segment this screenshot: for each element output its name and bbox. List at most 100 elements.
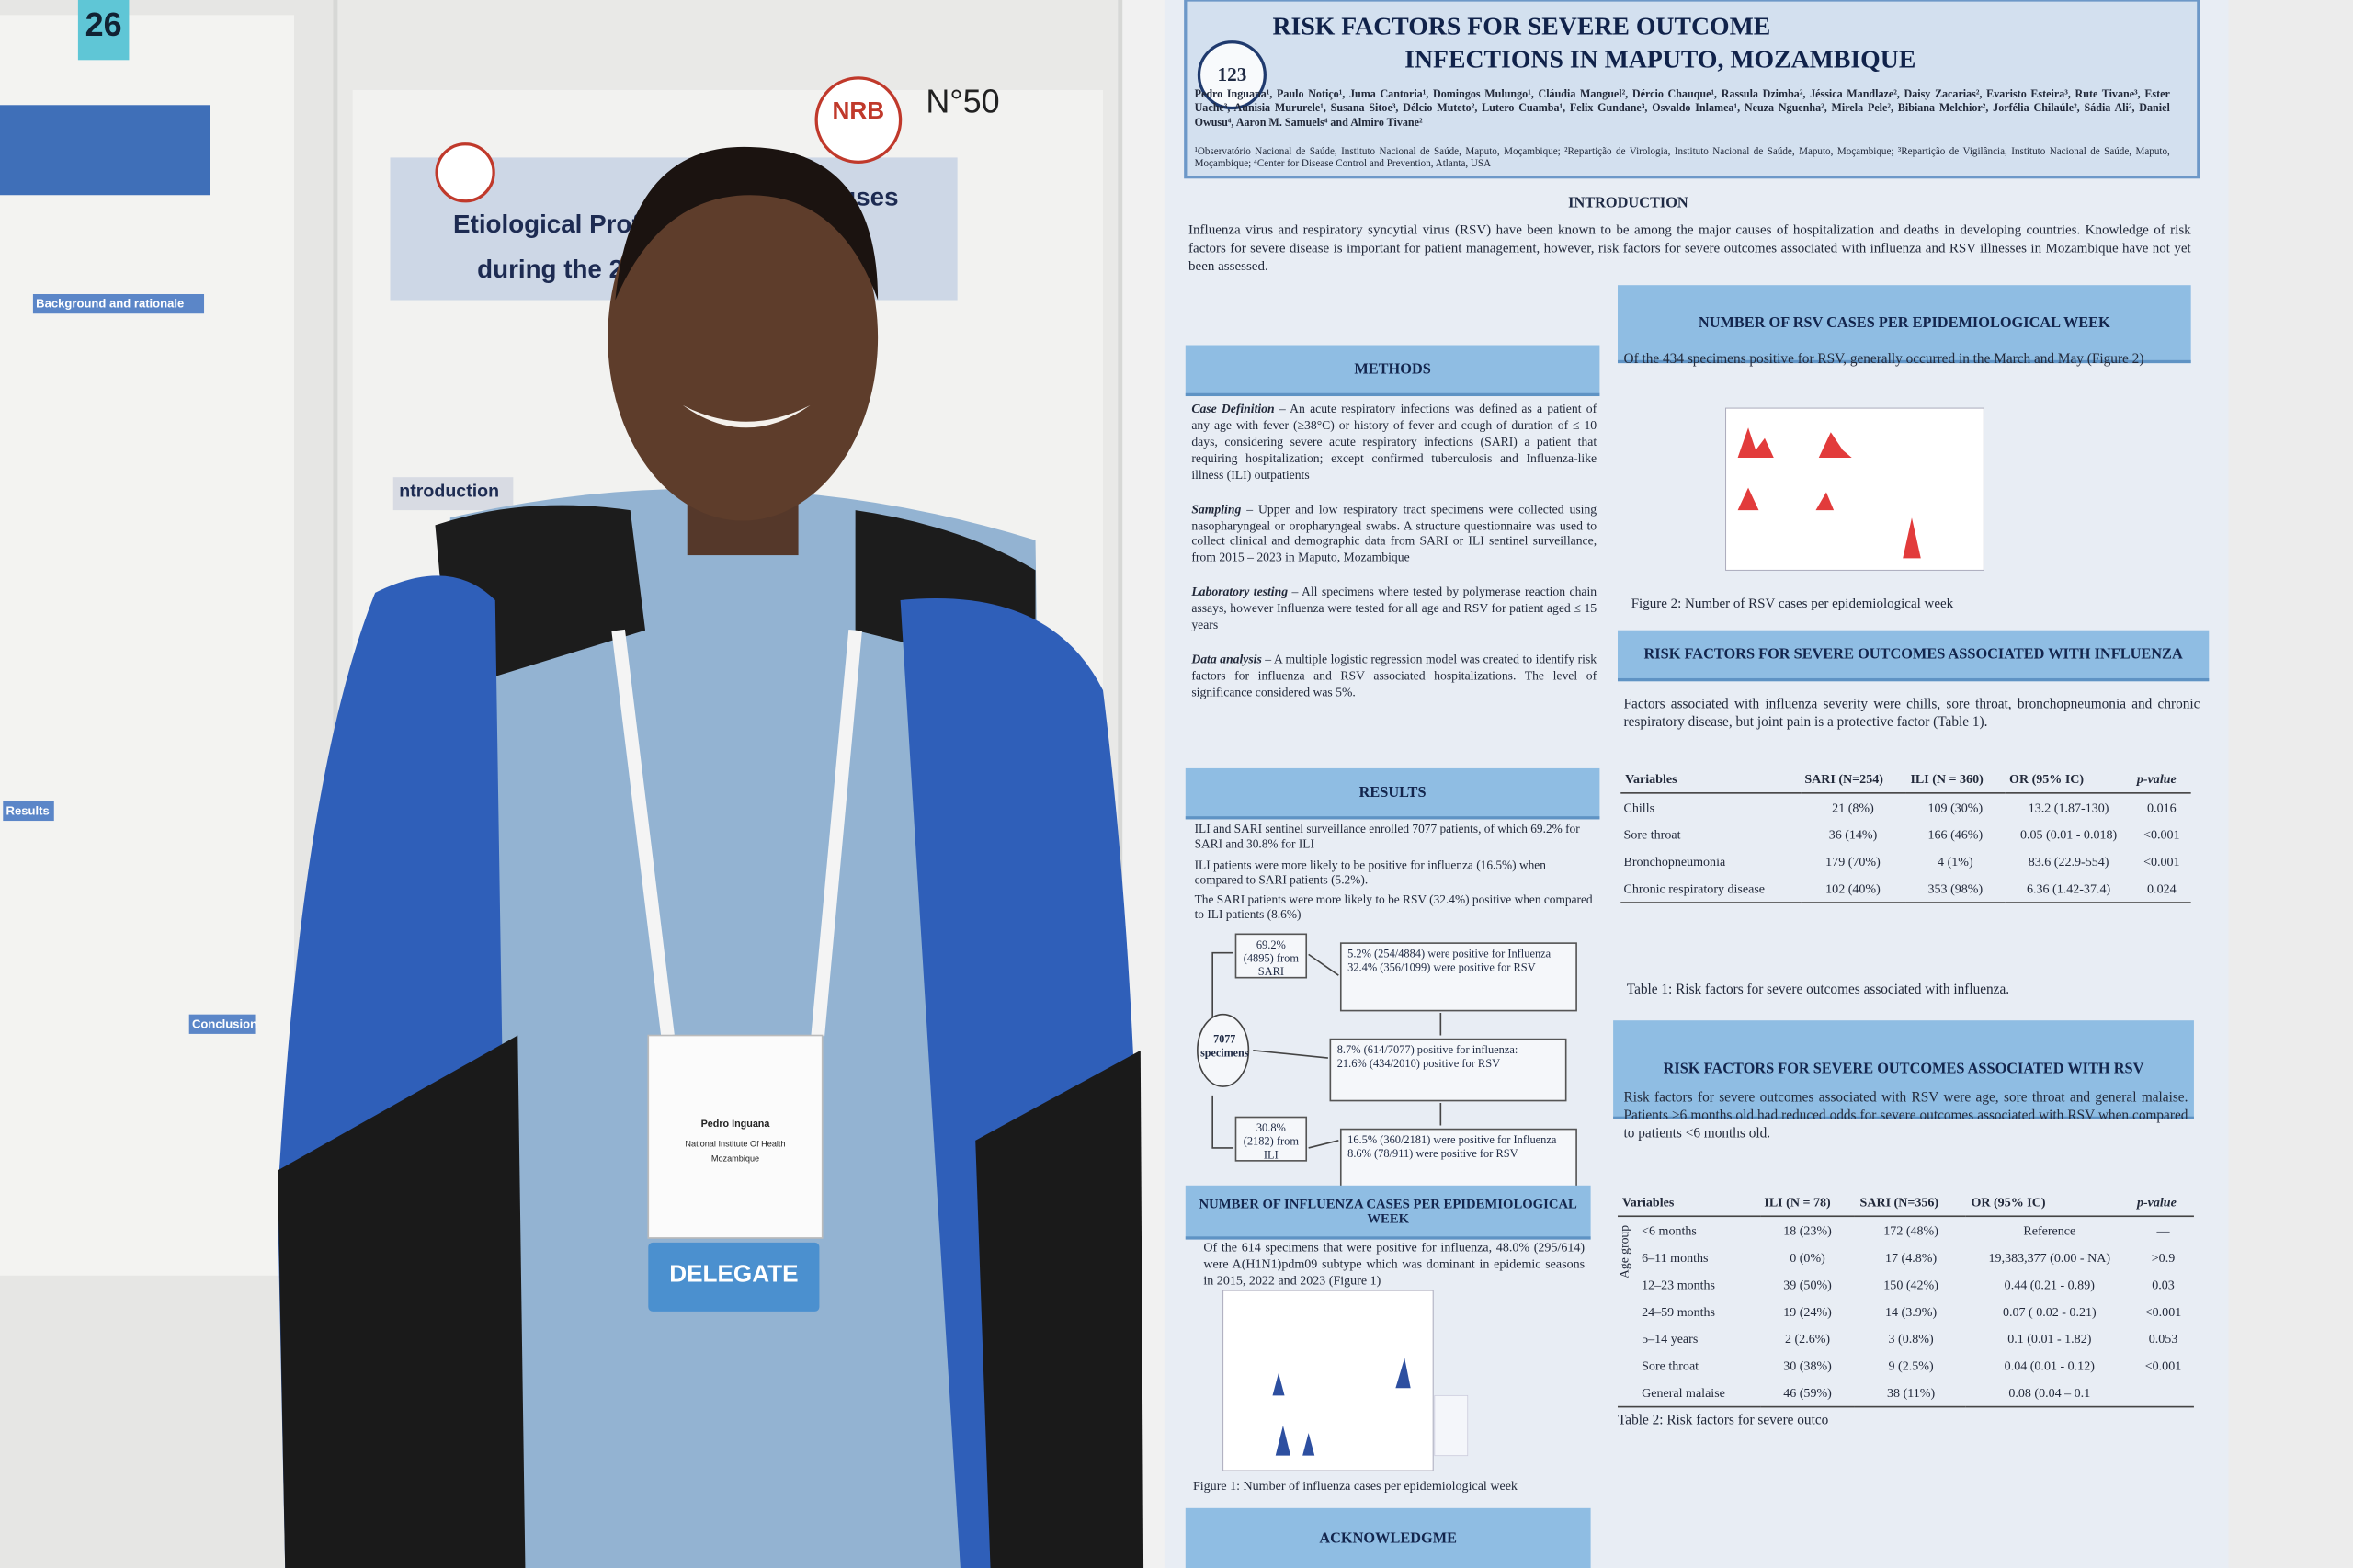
table-2: Variables ILI (N = 78) SARI (N=356) OR (95%… — [1617, 1188, 2194, 1428]
data-table: Variables ILI (N = 78) SARI (N=356) OR (95%… — [1617, 1188, 2194, 1407]
section-band: RESULTS — [1185, 767, 1600, 820]
paragraph: Of the 614 specimens that were positive … — [1203, 1239, 1586, 1288]
logo-text: NRB — [832, 98, 885, 125]
board-number-tag — [77, 0, 130, 61]
right-title-band — [1184, 0, 2200, 179]
section-heading: Conclusion — [188, 1014, 257, 1034]
specimens-cylinder — [1197, 1013, 1250, 1087]
table-header-cell: SARI (N=254) — [1804, 771, 1883, 787]
flow-text: 32.4% (356/1099) were positive for RSV — [1347, 960, 1536, 974]
left-poster-banner — [0, 105, 210, 196]
badge-name: Pedro Inguana — [700, 1119, 770, 1131]
table-cell: 39 (50%) — [1783, 1277, 1832, 1292]
table-cell: 0.04 (0.01 - 0.12) — [2004, 1358, 2095, 1373]
badge-role: DELEGATE — [669, 1262, 799, 1288]
flow-total: 7077 specimens — [1200, 1032, 1249, 1060]
results-list: ILI and SARI sentinel surveillance enrol… — [1195, 823, 1594, 928]
table-caption: Table 1: Risk factors for severe outcome… — [1626, 983, 2010, 998]
table-cell: 0 (0%) — [1790, 1249, 1825, 1266]
table-row: <6 months 18 (23%) 172 (48%) Reference — — [1618, 1216, 2194, 1244]
table-cell: 3 (0.8%) — [1888, 1331, 1934, 1346]
poster-title: RISK FACTORS FOR SEVERE OUTCOME — [1272, 12, 1771, 41]
table-cell: Bronchopneumonia — [1623, 853, 1726, 869]
table-cell: 36 (14%) — [1828, 826, 1878, 842]
board-edge — [2228, 0, 2353, 1568]
authors: Pedro Inguana¹, Paulo Notiço¹, Juma Cant… — [1194, 86, 2170, 129]
table-cell: 0.016 — [2147, 800, 2177, 815]
influenza-figure — [1222, 1290, 1469, 1471]
data-table: Variables SARI (N=254) ILI (N = 360) OR (95… — [1620, 766, 2191, 903]
method-label: Data analysis — [1191, 653, 1262, 666]
method-text: – Upper and low respiratory tract specim… — [1191, 502, 1597, 565]
section-band: RISK FACTORS FOR SEVERE OUTCOMES ASSOCIA… — [1613, 1020, 2194, 1119]
table-cell: 19,383,377 (0.00 - NA) — [1988, 1249, 2111, 1266]
shape — [1308, 953, 1339, 976]
flow-text: 8.7% (614/7077) positive for influenza: — [1336, 1042, 1518, 1057]
table-cell: 17 (4.8%) — [1885, 1249, 1938, 1266]
table-cell: 24–59 months — [1642, 1303, 1716, 1320]
table-cell: 0.07 ( 0.02 - 0.21) — [2002, 1303, 2097, 1320]
table-cell: 0.1 (0.01 - 1.82) — [2007, 1331, 2092, 1346]
table-cell: 353 (98%) — [1927, 881, 1984, 896]
flow-text: 8.6% (78/911) were positive for RSV — [1347, 1146, 1518, 1161]
shape — [1434, 1394, 1469, 1457]
poster-number-badge — [1197, 40, 1267, 110]
table-cell: 9 (2.5%) — [1888, 1358, 1934, 1373]
table-cell: 19 (24%) — [1783, 1303, 1832, 1320]
table-cell: >0.9 — [2151, 1249, 2176, 1266]
table-row: Bronchopneumonia 179 (70%) 4 (1%) 83.6 (22.… — [1620, 847, 2190, 874]
table-cell: 4 (1%) — [1938, 853, 1973, 869]
table-header-cell: ILI (N = 78) — [1764, 1194, 1831, 1210]
table-header-cell: ILI (N = 360) — [1910, 771, 1984, 787]
section-band: ACKNOWLEDGME — [1185, 1507, 1591, 1568]
shirt — [449, 488, 1051, 1568]
section-heading: ntroduction — [399, 480, 500, 502]
paragraph: Risk factors for severe outcomes associa… — [1623, 1090, 2188, 1142]
logo — [435, 142, 495, 203]
jacket-left-lower — [278, 1035, 526, 1568]
flow-box: 69.2% (4895) from SARI — [1234, 933, 1308, 979]
middle-section-band — [392, 477, 514, 511]
table-cell: 18 (23%) — [1783, 1222, 1832, 1238]
table-cell: 0.08 (0.04 – 0.1 — [2008, 1384, 2091, 1401]
table-cell: <0.001 — [2143, 853, 2180, 869]
table-cell: 109 (30%) — [1927, 800, 1984, 815]
hair — [615, 146, 879, 301]
lanyard — [611, 629, 862, 1037]
method-text: – A multiple logistic regression model w… — [1191, 653, 1597, 699]
table-row: Chronic respiratory disease 102 (40%) 353 … — [1620, 875, 2191, 903]
table-cell: Sore throat — [1623, 826, 1681, 842]
table-cell: 21 (8%) — [1832, 800, 1874, 815]
table-cell: <0.001 — [2143, 826, 2180, 842]
table-cell: <0.001 — [2144, 1358, 2182, 1373]
table-cell: 0.053 — [2148, 1331, 2178, 1346]
face — [608, 154, 879, 521]
delegate-tag — [648, 1242, 820, 1312]
affiliations: ¹Observatório Nacional de Saúde, Institu… — [1194, 146, 2170, 171]
table-row: Sore throat 36 (14%) 166 (46%) 0.05 (0.01 -… — [1620, 821, 2190, 847]
poster-number: N°50 — [926, 82, 1000, 120]
flow-text: 21.6% (434/2010) positive for RSV — [1336, 1056, 1501, 1071]
methods-list: Case Definition – An acute respiratory i… — [1191, 403, 1597, 721]
method-label: Laboratory testing — [1191, 585, 1289, 599]
table-cell: 0.44 (0.21 - 0.89) — [2004, 1277, 2095, 1292]
table-row: 5–14 years 2 (2.6%) 3 (0.8%) 0.1 (0.01 - 1.… — [1618, 1325, 2194, 1352]
table-cell: 6–11 months — [1642, 1249, 1709, 1266]
table-cell: 150 (42%) — [1883, 1277, 1938, 1292]
flow-box: 30.8% (2182) from ILI — [1234, 1116, 1308, 1162]
table-cell: 6.36 (1.42-37.4) — [2026, 881, 2111, 896]
paragraph: Factors associated with influenza severi… — [1623, 698, 2200, 732]
flow-connectors — [1211, 951, 1442, 1149]
section-band: NUMBER OF RSV CASES PER EPIDEMIOLOGICAL … — [1617, 285, 2191, 364]
table-cell: <0.001 — [2144, 1303, 2182, 1320]
table-row: 6–11 months 0 (0%) 17 (4.8%) 19,383,377 (0.… — [1618, 1244, 2194, 1270]
section-band: RISK FACTORS FOR SEVERE OUTCOMES ASSOCIA… — [1617, 630, 2210, 682]
paragraph: Influenza virus and respiratory syncytia… — [1188, 222, 2191, 273]
section-band: METHODS — [1185, 345, 1600, 397]
shape — [1272, 1358, 1411, 1456]
flow-text: 16.5% (360/2181) were positive for Influ… — [1347, 1132, 1557, 1147]
table-header-cell: OR (95% IC) — [1971, 1194, 2046, 1210]
rsv-figure — [1725, 407, 1984, 571]
result-item: ILI patients were more likely to be posi… — [1194, 858, 1546, 887]
